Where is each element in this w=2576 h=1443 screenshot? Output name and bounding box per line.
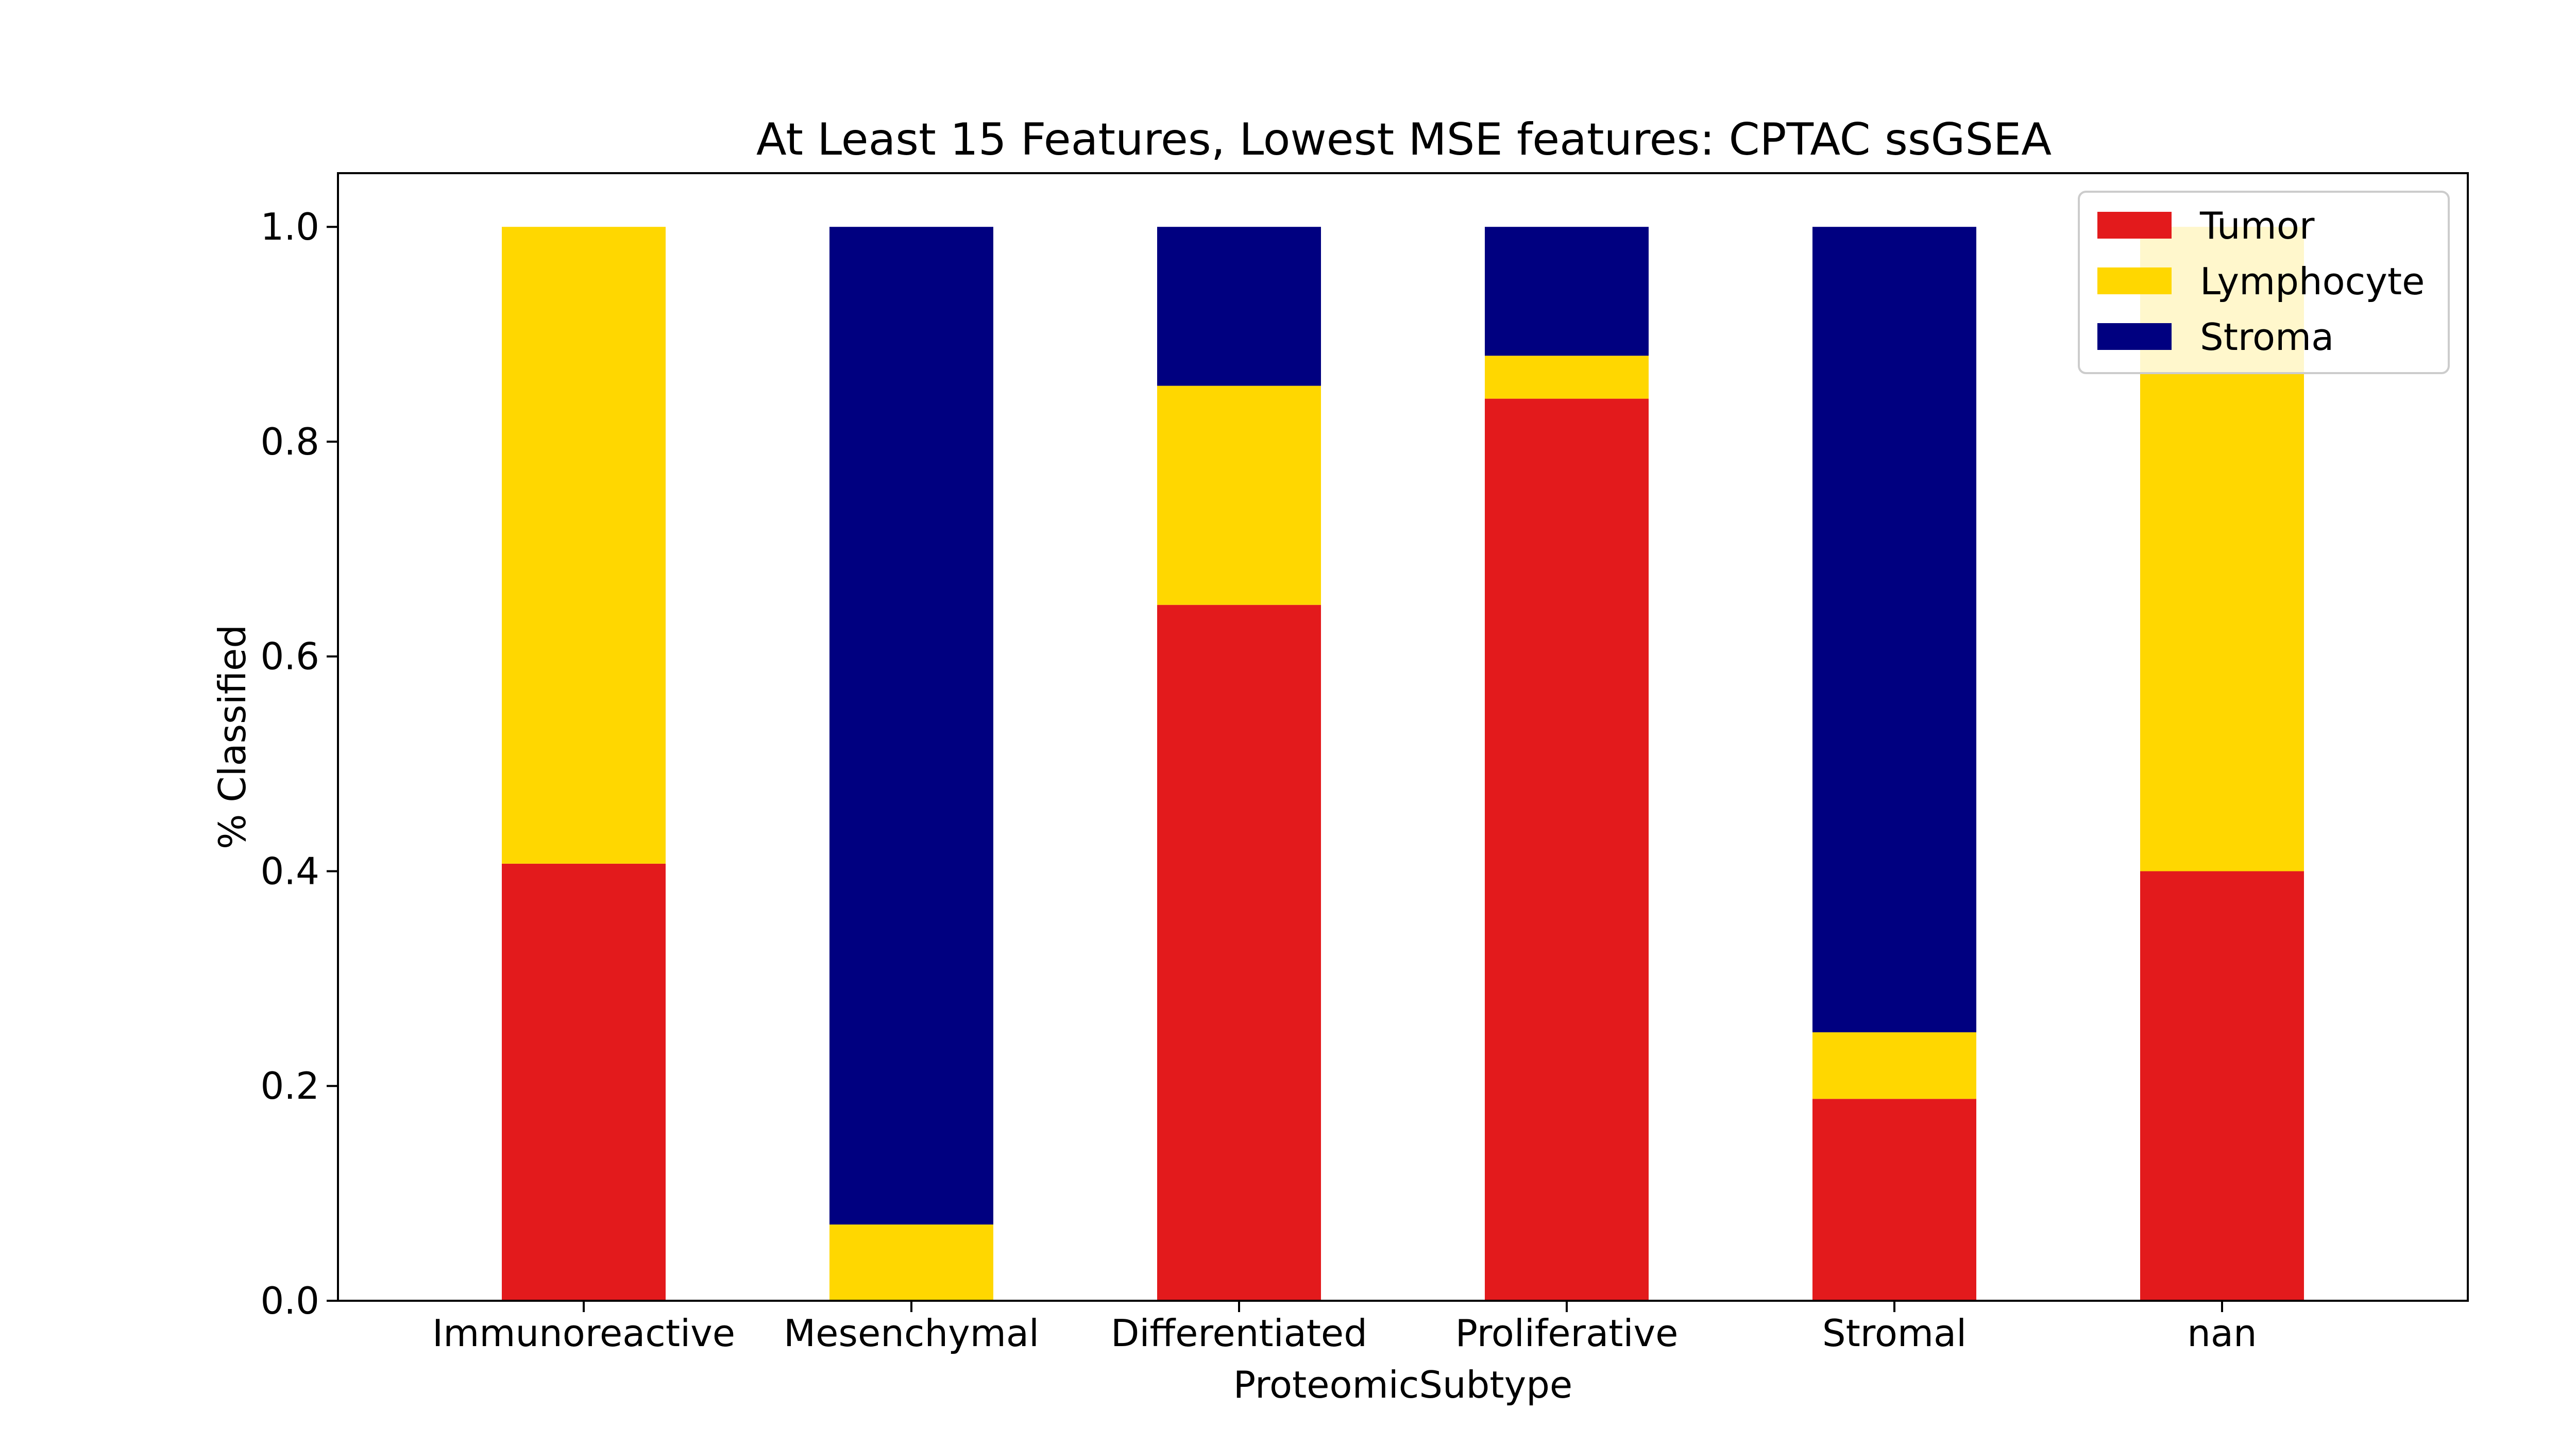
bar-tumor-differentiated: [1157, 605, 1321, 1301]
x-tick-label: Stromal: [1822, 1312, 1967, 1355]
bar-lymphocyte-stromal: [1812, 1032, 1976, 1099]
bar-stroma-mesenchymal: [829, 227, 993, 1225]
plot-frame: [337, 172, 2469, 1302]
bar-stroma-differentiated: [1157, 227, 1321, 386]
bar-stroma-proliferative: [1485, 227, 1649, 356]
y-tick-label: 0.2: [260, 1064, 319, 1108]
y-tick-label: 1.0: [260, 205, 319, 248]
legend-label-lymphocyte: Lymphocyte: [2200, 260, 2425, 303]
x-tick-label: Proliferative: [1455, 1312, 1679, 1355]
y-tick-label: 0.0: [260, 1279, 319, 1322]
chart-title: At Least 15 Features, Lowest MSE feature…: [756, 114, 2052, 165]
x-axis: Immunoreactive Mesenchymal Differentiated P…: [432, 1301, 2257, 1355]
x-tick-label: Differentiated: [1111, 1312, 1367, 1355]
bar-lymphocyte-mesenchymal: [829, 1224, 993, 1301]
legend-label-tumor: Tumor: [2199, 204, 2315, 247]
y-tick-label: 0.4: [260, 849, 319, 893]
bar-tumor-proliferative: [1485, 398, 1649, 1301]
x-tick-label: Immunoreactive: [432, 1312, 735, 1355]
legend-swatch-tumor: [2097, 212, 2172, 239]
x-tick-label: nan: [2187, 1312, 2257, 1355]
y-tick-label: 0.8: [260, 420, 319, 463]
bar-tumor-stromal: [1812, 1099, 1976, 1301]
legend-swatch-lymphocyte: [2097, 267, 2172, 294]
bar-lymphocyte-differentiated: [1157, 385, 1321, 605]
x-tick-label: Mesenchymal: [784, 1312, 1039, 1355]
bars-group: [502, 227, 2304, 1301]
y-axis: 0.0 0.2 0.4 0.6 0.8 1.0: [260, 205, 338, 1322]
bar-lymphocyte-immunoreactive: [502, 227, 666, 864]
x-axis-label: ProteomicSubtype: [1233, 1363, 1572, 1406]
bar-tumor-immunoreactive: [502, 863, 666, 1301]
bar-tumor-nan: [2140, 871, 2304, 1301]
bar-lymphocyte-proliferative: [1485, 356, 1649, 399]
legend-label-stroma: Stroma: [2200, 315, 2334, 359]
legend: Tumor Lymphocyte Stroma: [2078, 191, 2450, 374]
y-tick-label: 0.6: [260, 635, 319, 678]
y-axis-label: % Classified: [211, 625, 254, 849]
bar-stroma-stromal: [1812, 227, 1976, 1033]
legend-swatch-stroma: [2097, 323, 2172, 350]
